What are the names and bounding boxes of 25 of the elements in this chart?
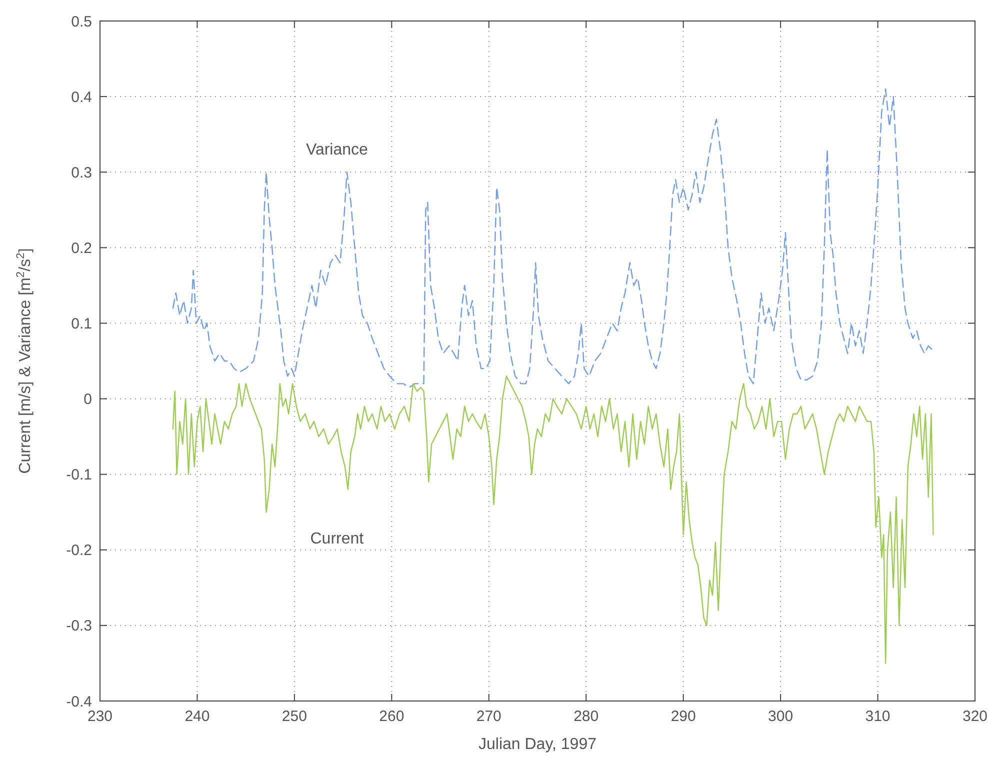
y-tick-label: 0.2 xyxy=(71,240,92,257)
x-axis-title: Julian Day, 1997 xyxy=(478,736,597,753)
x-tick-label: 300 xyxy=(768,708,794,725)
x-tick-label: 260 xyxy=(379,708,404,725)
line-series xyxy=(172,88,933,388)
y-tick-label: 0.1 xyxy=(71,315,92,332)
y-tick-label: 0 xyxy=(84,391,92,408)
x-tick-label: 230 xyxy=(87,708,113,725)
line-series xyxy=(172,376,934,664)
y-tick-label: 0.4 xyxy=(71,88,92,106)
y-tick-label: 0.5 xyxy=(71,13,92,30)
y-tick-label: -0.1 xyxy=(66,466,92,484)
x-tick-label: 240 xyxy=(184,708,210,725)
x-tick-label: 320 xyxy=(962,708,988,725)
text: Current xyxy=(310,530,364,548)
y-tick-label: 0.3 xyxy=(71,164,92,182)
x-tick-label: 250 xyxy=(282,708,307,725)
x-tick-label: 290 xyxy=(670,708,696,725)
y-tick-label: -0.4 xyxy=(66,693,92,710)
series-label: Variance xyxy=(306,141,368,158)
x-tick-label: 310 xyxy=(865,708,890,725)
y-tick-label: -0.3 xyxy=(66,618,92,635)
x-tick-label: 270 xyxy=(476,708,502,725)
x-tick-label: 280 xyxy=(574,708,599,725)
y-tick-label: -0.2 xyxy=(66,542,92,560)
